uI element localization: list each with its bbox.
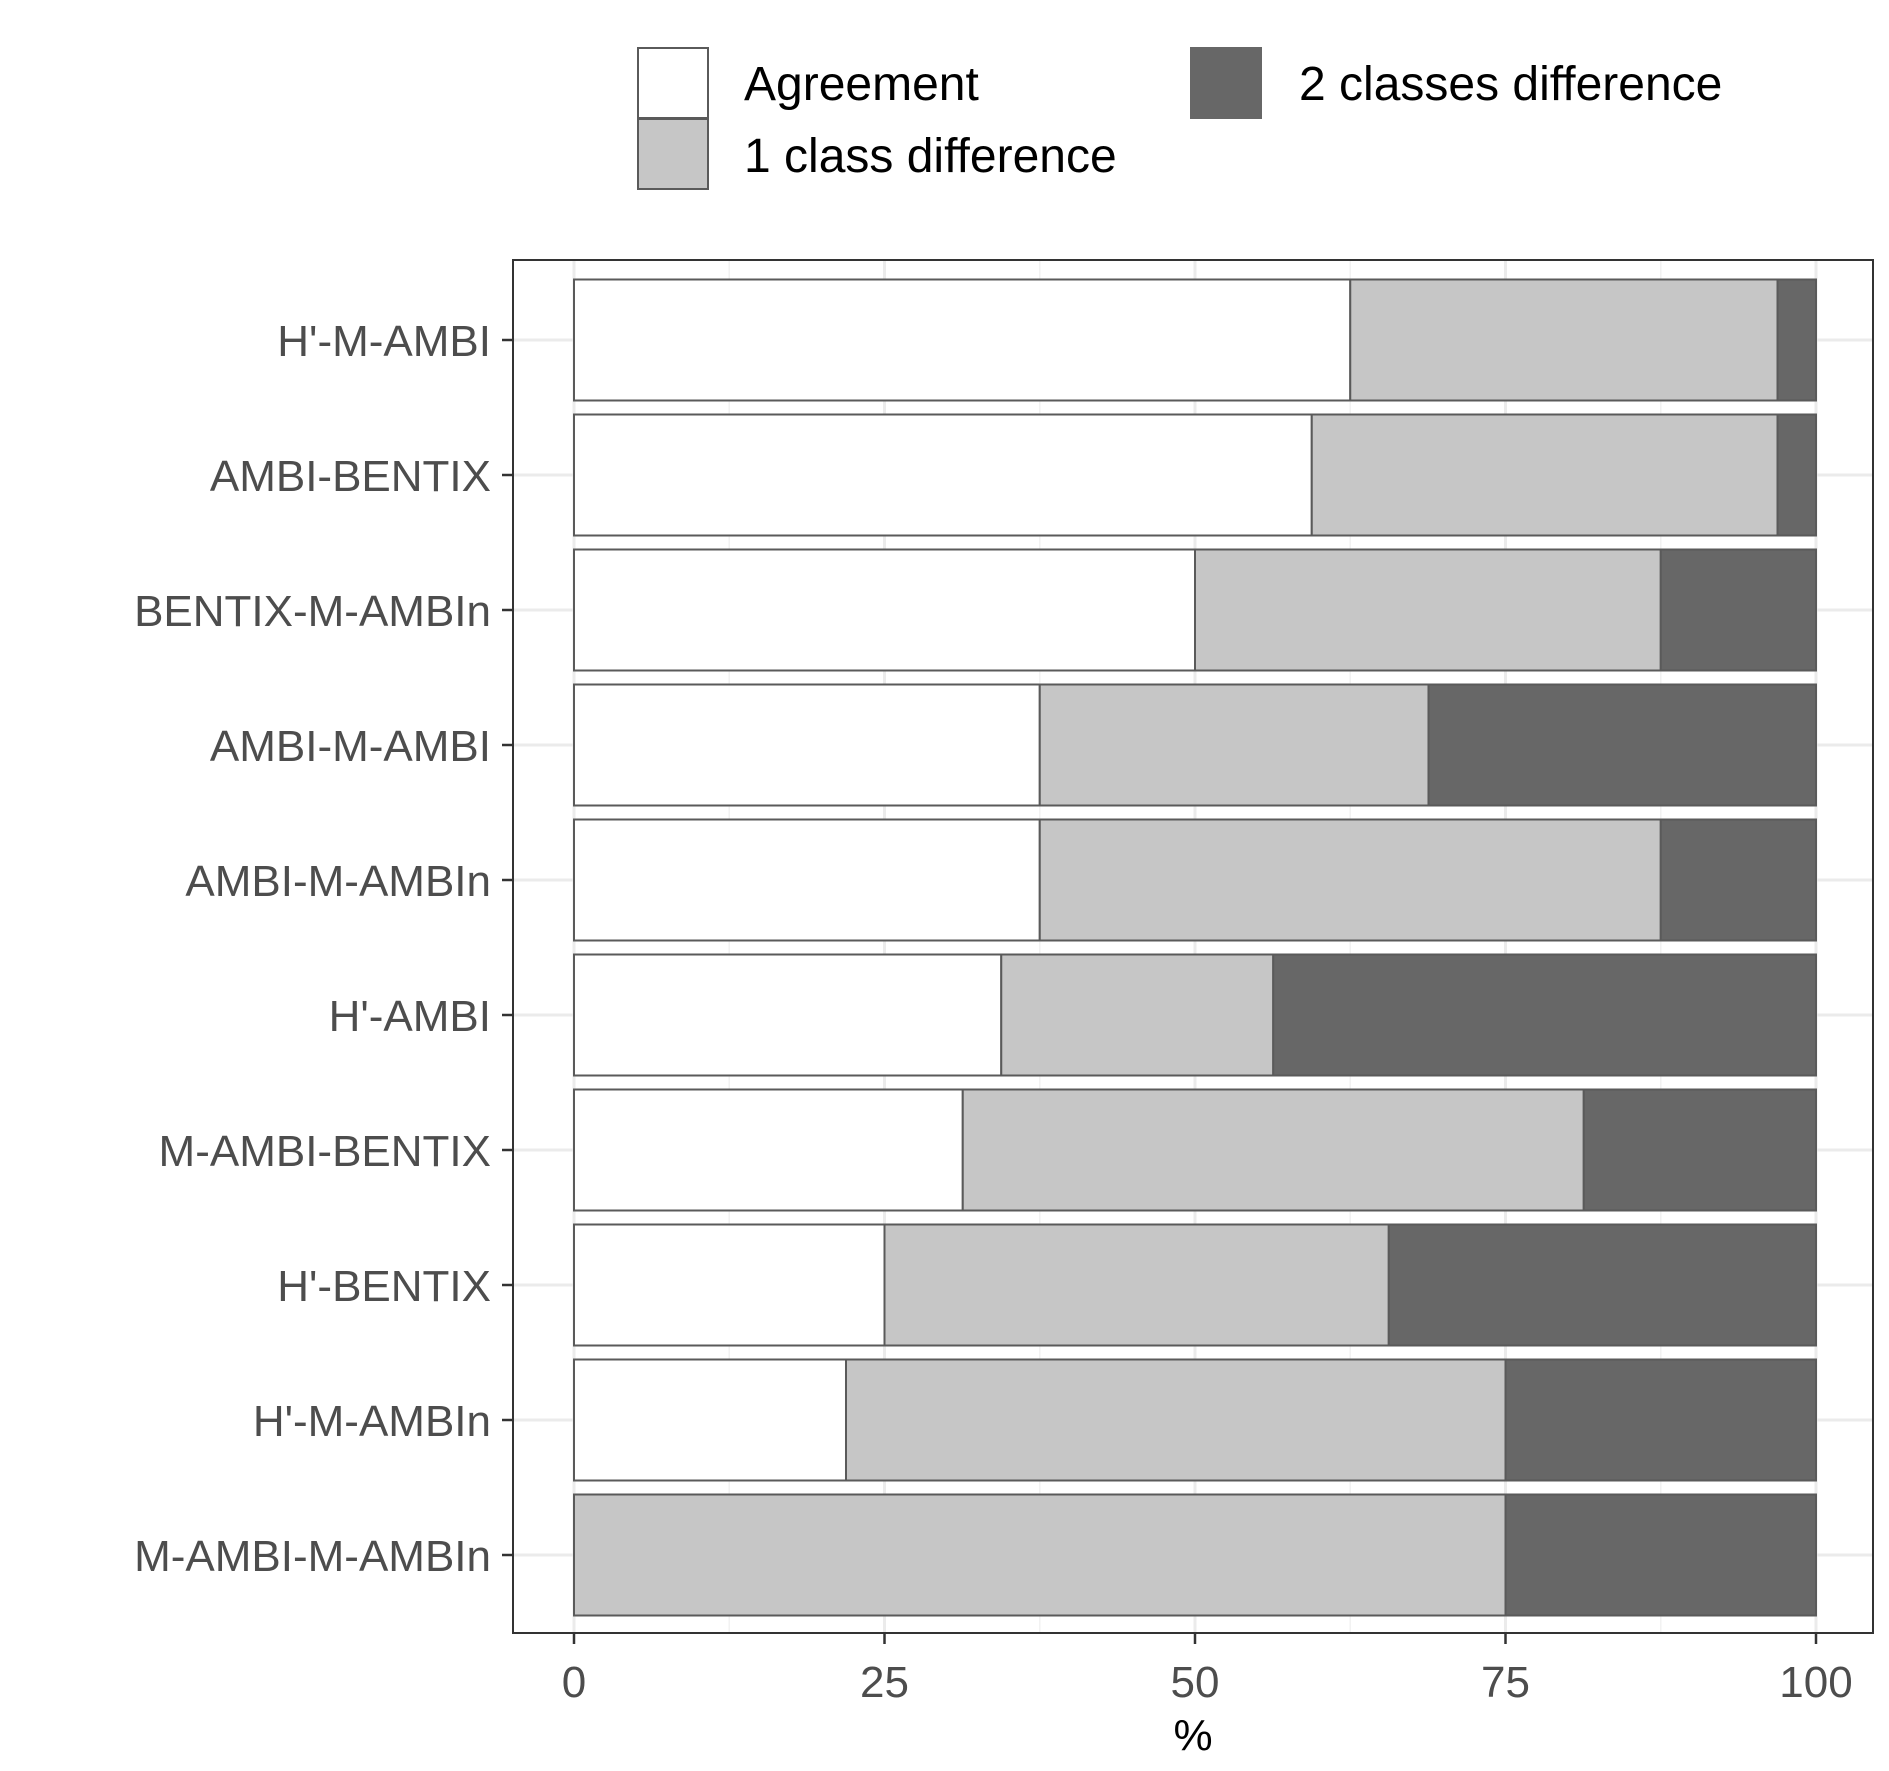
bar-segment [1776,413,1818,537]
y-axis: H'-M-AMBI AMBI-BENTIX BENTIX-M-AMBIn AMBI-M… [134,317,513,1581]
y-tick-label: H'-BENTIX [277,1262,491,1311]
y-tick-label: H'-AMBI [329,992,491,1041]
bar-segment [1000,953,1275,1077]
bar-segment [573,413,1313,537]
bar-segment [1659,818,1817,942]
bar-segment [573,548,1196,672]
y-tick-label: H'-M-AMBIn [253,1397,491,1446]
bar-segment [961,1088,1585,1212]
x-tick-label: 100 [1779,1658,1852,1707]
bar-segment [573,1493,1507,1617]
bar-segment [1038,683,1430,807]
bar-segment [1387,1223,1817,1347]
bar-segment [1427,683,1817,807]
legend-swatch-two-classes [1190,47,1262,119]
y-tick-label: AMBI-BENTIX [210,452,491,501]
plot-panel-border [512,259,1874,1634]
bar-segment [1194,548,1662,672]
bar-segment [1349,278,1779,402]
bar-segment [573,818,1041,942]
legend-label-two-classes: 2 classes difference [1299,58,1722,111]
x-axis-title: % [1173,1711,1212,1760]
y-tick-label: AMBI-M-AMBIn [185,857,491,906]
bar-segment [573,683,1041,807]
y-tick-label: M-AMBI-M-AMBIn [134,1532,491,1581]
bar-segment [1038,818,1662,942]
legend-swatch-agreement [637,47,709,119]
bar-segment [1659,548,1817,672]
bar-segment [1776,278,1818,402]
y-tick-label: AMBI-M-AMBI [210,722,491,771]
y-tick-label: H'-M-AMBI [277,317,491,366]
x-tick-label: 0 [562,1658,586,1707]
legend-swatch-one-class [637,118,709,190]
y-tick-label: M-AMBI-BENTIX [159,1127,491,1176]
bar-segment [1504,1358,1817,1482]
legend-label-agreement: Agreement [744,58,979,111]
bar-segment [1582,1088,1817,1212]
x-tick-label: 50 [1171,1658,1220,1707]
bar-segment [573,1223,886,1347]
x-tick-label: 75 [1481,1658,1530,1707]
bar-segment [1310,413,1779,537]
bar-segment [573,953,1003,1077]
bar-segment [573,278,1352,402]
bar-segment [573,1358,847,1482]
legend-label-one-class: 1 class difference [744,130,1117,183]
bars [573,278,1818,1617]
y-tick-label: BENTIX-M-AMBIn [134,587,491,636]
bar-segment [883,1223,1390,1347]
bar-segment [573,1088,964,1212]
x-axis: 0 25 50 75 100 [562,1633,1853,1707]
legend: Agreement 1 class difference 2 classes d… [637,47,1722,190]
bar-segment [844,1358,1507,1482]
bar-segment [1272,953,1817,1077]
x-tick-label: 25 [860,1658,909,1707]
bar-segment [1504,1493,1817,1617]
